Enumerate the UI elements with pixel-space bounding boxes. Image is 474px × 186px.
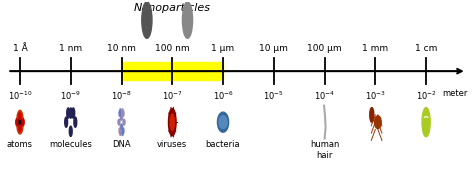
Text: $10^{-10}$: $10^{-10}$ (8, 89, 32, 102)
Text: 1 μm: 1 μm (211, 44, 235, 53)
Text: $10^{-4}$: $10^{-4}$ (314, 89, 335, 102)
Circle shape (123, 111, 124, 116)
Circle shape (182, 2, 192, 38)
Text: $10^{-2}$: $10^{-2}$ (416, 89, 437, 102)
Circle shape (122, 109, 123, 114)
Ellipse shape (219, 116, 227, 129)
Text: viruses: viruses (157, 140, 187, 149)
Text: $10^{-5}$: $10^{-5}$ (264, 89, 284, 102)
Text: 1 Å: 1 Å (13, 44, 27, 53)
Circle shape (67, 108, 70, 118)
Circle shape (65, 117, 68, 127)
Circle shape (168, 108, 176, 136)
Text: 100 μm: 100 μm (307, 44, 342, 53)
Circle shape (119, 130, 121, 136)
Text: DNA: DNA (112, 140, 131, 149)
Circle shape (370, 108, 374, 122)
Circle shape (22, 119, 24, 125)
Ellipse shape (374, 116, 381, 129)
Circle shape (69, 126, 72, 136)
Circle shape (170, 114, 174, 130)
Text: meter: meter (442, 89, 468, 98)
Text: $10^{-6}$: $10^{-6}$ (212, 89, 234, 102)
Text: $10^{-7}$: $10^{-7}$ (162, 89, 182, 102)
Circle shape (121, 115, 123, 120)
Text: human
hair: human hair (310, 140, 339, 160)
Circle shape (121, 124, 123, 130)
Text: 1 cm: 1 cm (415, 44, 438, 53)
Circle shape (119, 111, 120, 116)
Circle shape (17, 110, 23, 134)
Text: 100 nm: 100 nm (155, 44, 190, 53)
Circle shape (123, 119, 125, 125)
Circle shape (123, 119, 125, 125)
Circle shape (120, 124, 122, 130)
Text: 10 μm: 10 μm (259, 44, 288, 53)
Text: $10^{-8}$: $10^{-8}$ (111, 89, 132, 102)
Circle shape (118, 119, 120, 125)
Circle shape (19, 125, 21, 131)
Circle shape (120, 115, 122, 120)
Circle shape (119, 128, 120, 133)
Text: bacteria: bacteria (206, 140, 240, 149)
Circle shape (142, 2, 152, 38)
Text: 1 mm: 1 mm (362, 44, 388, 53)
Circle shape (16, 119, 18, 125)
Text: atoms: atoms (7, 140, 33, 149)
Circle shape (19, 113, 21, 120)
Circle shape (74, 117, 77, 127)
Text: 1 nm: 1 nm (59, 44, 82, 53)
Circle shape (118, 119, 120, 125)
Circle shape (119, 109, 121, 114)
Text: Nanoparticles: Nanoparticles (134, 3, 211, 13)
Text: $10^{-9}$: $10^{-9}$ (60, 89, 81, 102)
Text: $10^{-3}$: $10^{-3}$ (365, 89, 386, 102)
Circle shape (19, 118, 21, 126)
Circle shape (122, 130, 123, 136)
Ellipse shape (218, 112, 228, 132)
Circle shape (69, 108, 72, 118)
Circle shape (422, 108, 430, 137)
Text: molecules: molecules (49, 140, 92, 149)
Bar (121, 62, 223, 80)
Circle shape (123, 128, 124, 133)
Circle shape (72, 108, 75, 118)
Text: 10 nm: 10 nm (107, 44, 136, 53)
